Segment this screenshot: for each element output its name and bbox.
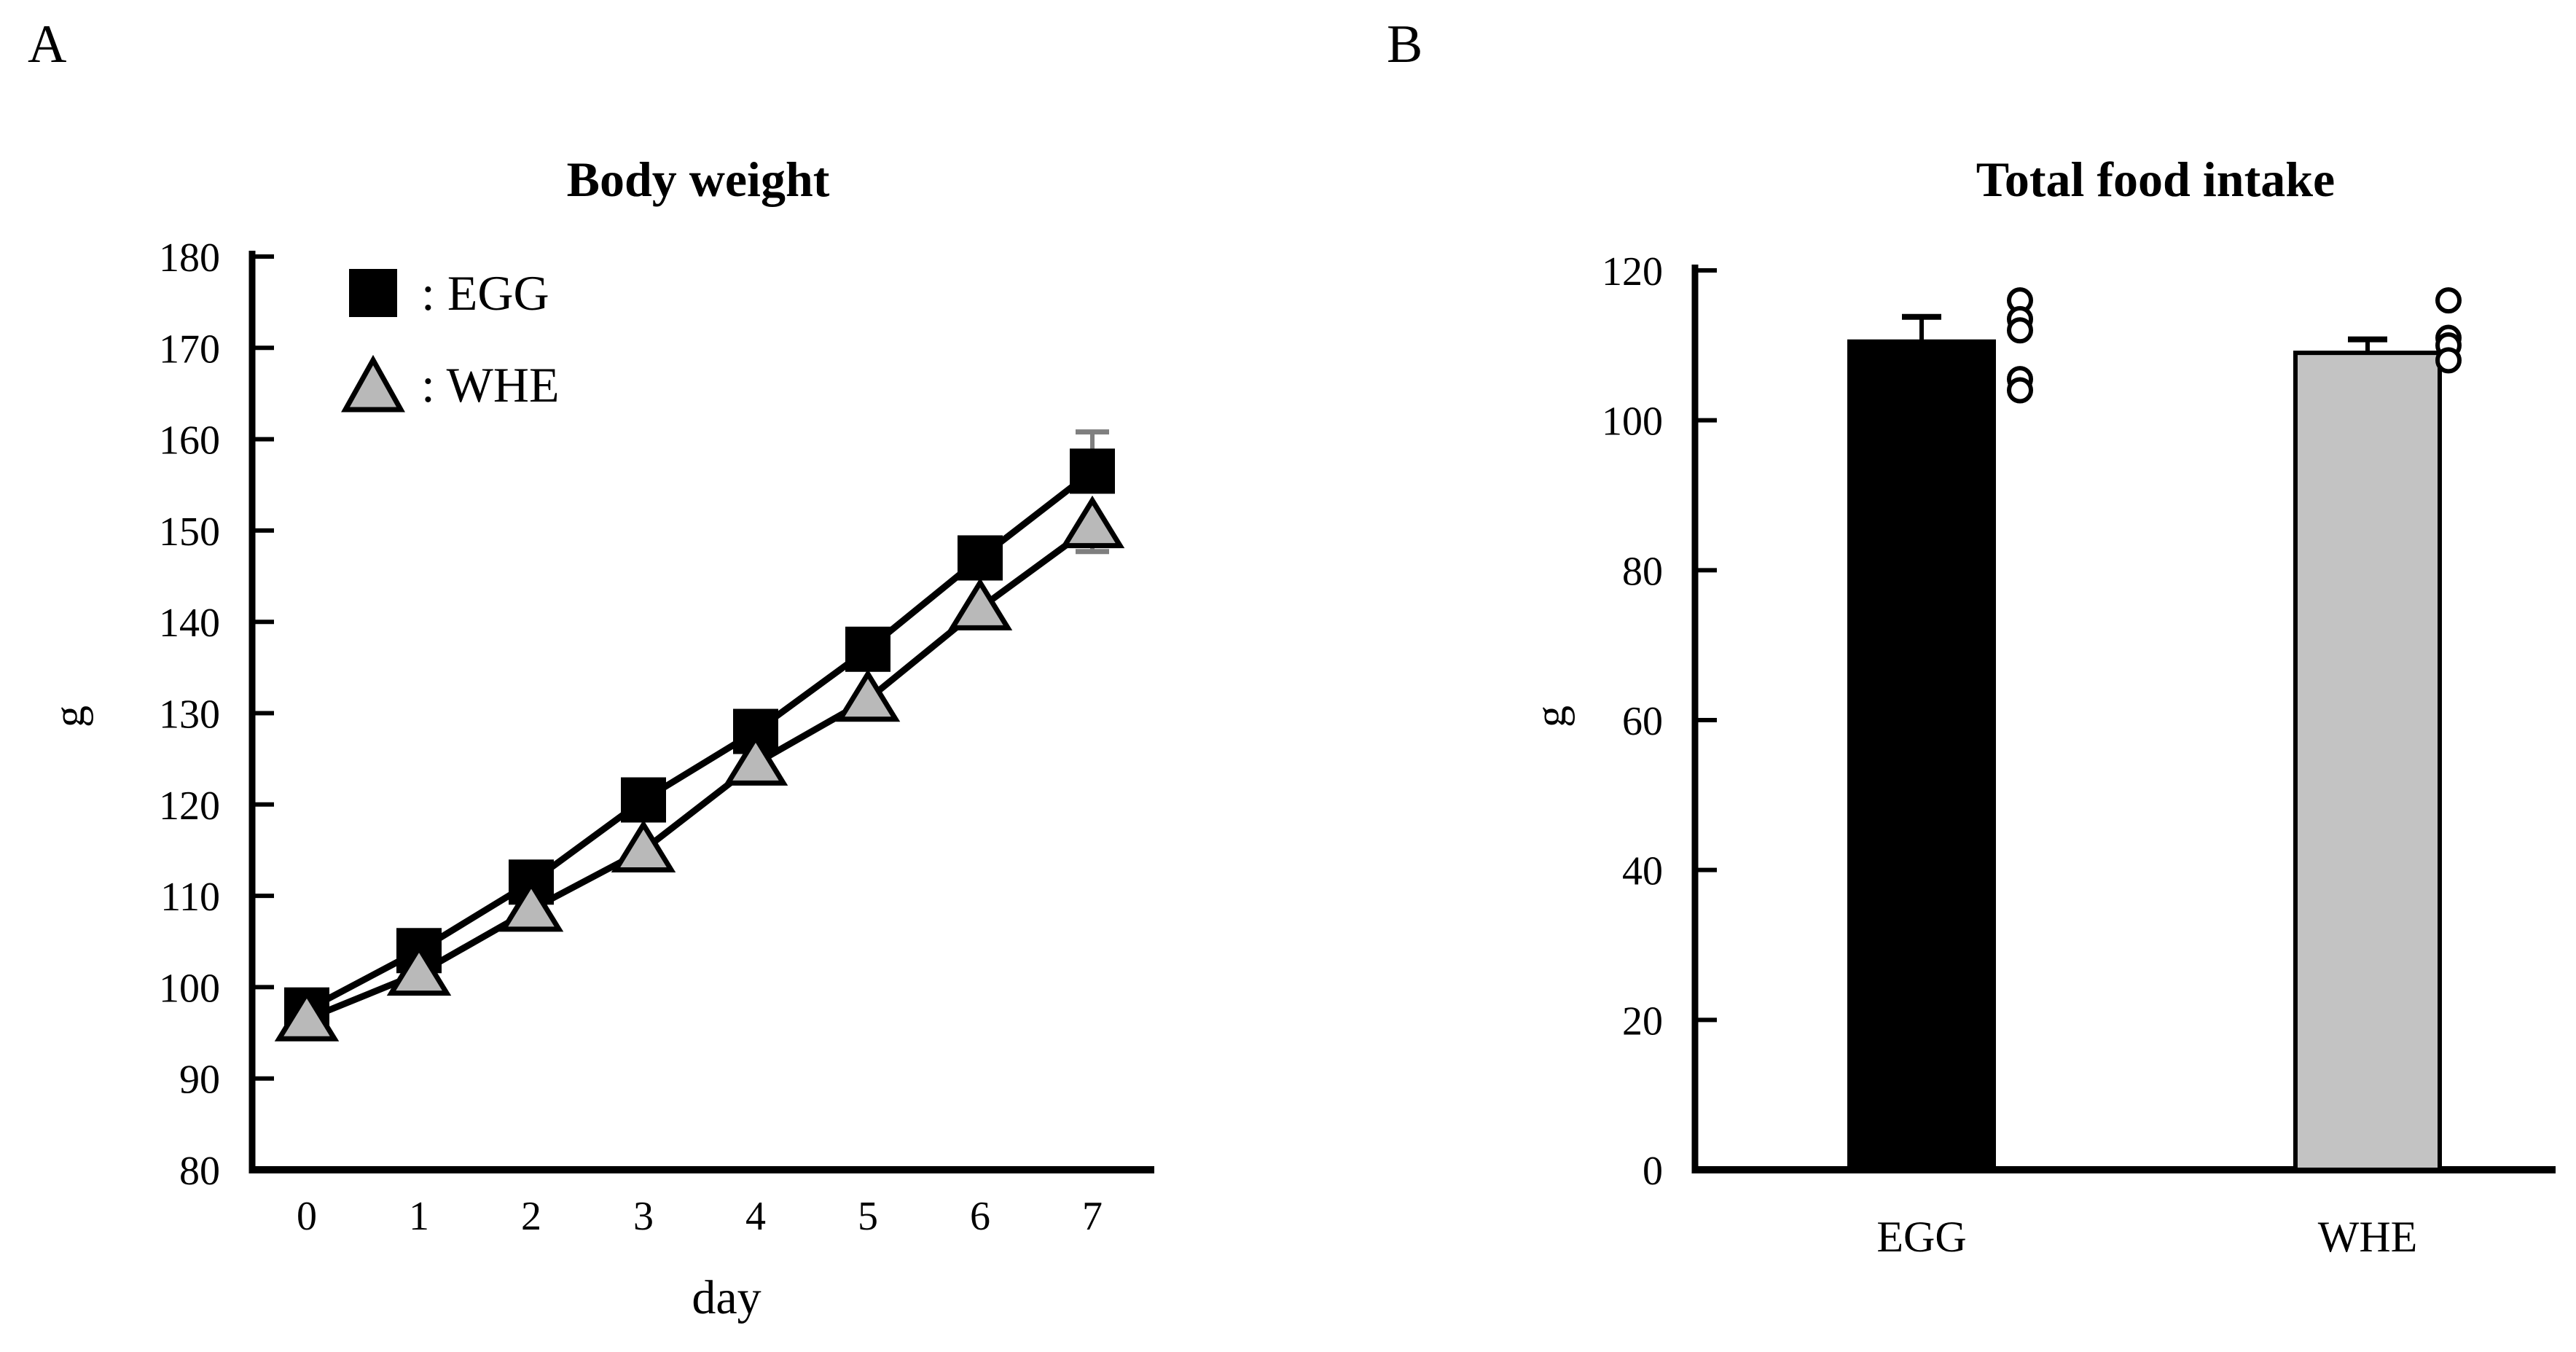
a-x-tick-label: 3 [633, 1194, 654, 1239]
b-bar-whe [2293, 351, 2442, 1172]
b-bar-egg [1847, 339, 1996, 1173]
a-y-tick-label: 180 [159, 235, 220, 281]
b-y-tick-label: 20 [1622, 999, 1663, 1044]
a-marker-whe-triangle [835, 669, 901, 722]
b-data-point-whe [2435, 347, 2462, 374]
a-y-tick-label: 130 [159, 692, 220, 738]
a-x-tick-label: 7 [1082, 1194, 1103, 1239]
panel-a-title: Body weight [566, 152, 830, 207]
b-data-point-egg [2007, 377, 2033, 404]
a-y-tick-label: 80 [179, 1149, 220, 1194]
b-category-label-egg: EGG [1876, 1213, 1966, 1261]
b-y-tick-label: 60 [1622, 699, 1663, 744]
a-y-tick-label: 140 [159, 601, 220, 646]
panel-b-title: Total food intake [1976, 152, 2336, 207]
b-data-point-whe [2435, 287, 2462, 314]
a-marker-whe-triangle [274, 988, 340, 1042]
b-category-label-whe: WHE [2318, 1213, 2418, 1261]
b-y-tick-label: 120 [1602, 249, 1663, 294]
panel-a-x-axis-title: day [692, 1271, 762, 1324]
a-x-tick-label: 6 [970, 1194, 990, 1239]
b-y-tick-label: 80 [1622, 549, 1663, 594]
a-y-tick-label: 150 [159, 509, 220, 555]
a-marker-whe-triangle [947, 577, 1013, 630]
a-y-tick-label: 120 [159, 784, 220, 829]
a-marker-whe-triangle [498, 879, 564, 932]
legend-egg-square-icon [349, 269, 397, 317]
b-data-point-egg [2007, 317, 2033, 344]
a-marker-egg-square [958, 535, 1003, 581]
b-y-tick-label: 40 [1622, 849, 1663, 894]
b-y-tick-label: 0 [1643, 1149, 1663, 1194]
a-x-tick-label: 5 [858, 1194, 878, 1239]
panel-b-letter: B [1387, 15, 1423, 74]
a-x-tick-label: 4 [745, 1194, 766, 1239]
legend-whe-triangle-icon [341, 354, 405, 413]
a-marker-egg-square [845, 626, 890, 672]
legend-egg-label: : EGG [421, 265, 549, 321]
b-y-tick-label: 100 [1602, 399, 1663, 445]
a-marker-egg-square [621, 777, 666, 823]
a-marker-egg-square [1070, 448, 1115, 494]
a-marker-whe-triangle [611, 819, 676, 872]
legend-whe-label: : WHE [421, 357, 560, 413]
a-y-tick-label: 110 [160, 875, 220, 920]
a-marker-whe-triangle [386, 942, 452, 996]
a-x-tick-label: 0 [297, 1194, 317, 1239]
panel-a-letter: A [28, 15, 67, 74]
a-x-tick-label: 1 [409, 1194, 429, 1239]
a-marker-whe-triangle [1060, 495, 1125, 549]
a-y-tick-label: 160 [159, 418, 220, 464]
a-y-tick-label: 90 [179, 1058, 220, 1103]
a-y-tick-label: 170 [159, 327, 220, 372]
a-y-tick-label: 100 [159, 966, 220, 1011]
a-x-tick-label: 2 [521, 1194, 541, 1239]
a-marker-whe-triangle [723, 732, 788, 786]
